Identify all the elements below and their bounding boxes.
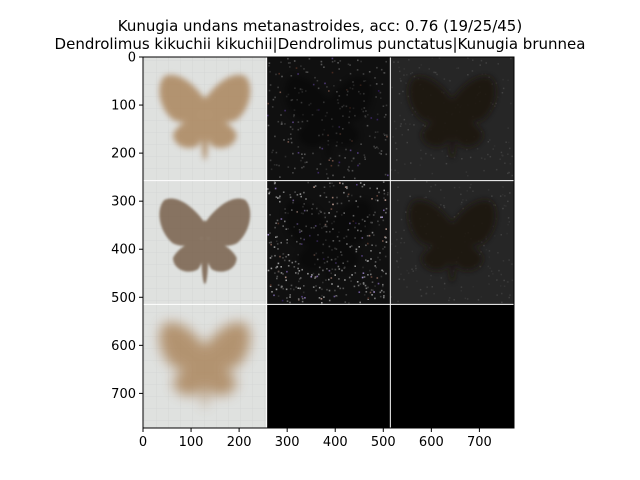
x-tick-label: 500	[371, 435, 396, 450]
image-tile-r0-c2	[390, 57, 514, 181]
image-tile-r1-c0	[143, 180, 267, 305]
image-tile-r2-c0	[143, 304, 267, 428]
y-tick-label: 500	[111, 291, 136, 306]
y-tick-label: 600	[111, 339, 136, 354]
image-tile-r2-c2	[390, 304, 514, 428]
x-tick-label: 600	[419, 435, 444, 450]
x-axis: 0 100 200 300 400 500 600 700	[139, 428, 492, 450]
x-tick-label: 700	[467, 435, 492, 450]
y-tick-label: 300	[111, 195, 136, 210]
x-tick-label: 200	[227, 435, 252, 450]
x-tick-label: 400	[323, 435, 348, 450]
figure-title-line-2: Dendrolimus kikuchii kikuchii|Dendrolimu…	[54, 35, 586, 53]
image-tiles	[143, 57, 514, 428]
axes-frame	[142, 56, 515, 429]
y-tick-label: 200	[111, 147, 136, 162]
y-tick-label: 400	[111, 243, 136, 258]
image-tile-r2-c1	[266, 304, 391, 428]
y-axis: 0 100 200 300 400 500 600 700	[111, 51, 143, 402]
y-tick-label: 0	[128, 51, 136, 66]
y-tick-label: 700	[111, 387, 136, 402]
x-tick-label: 0	[139, 435, 147, 450]
x-tick-label: 300	[275, 435, 300, 450]
image-tile-r0-c1	[266, 57, 391, 181]
image-tile-r0-c0	[143, 57, 267, 181]
y-tick-label: 100	[111, 99, 136, 114]
image-tile-r1-c1	[266, 180, 391, 305]
image-tile-r1-c2	[390, 180, 514, 305]
figure-title-line-1: Kunugia undans metanastroides, acc: 0.76…	[117, 17, 523, 35]
x-tick-label: 100	[179, 435, 204, 450]
